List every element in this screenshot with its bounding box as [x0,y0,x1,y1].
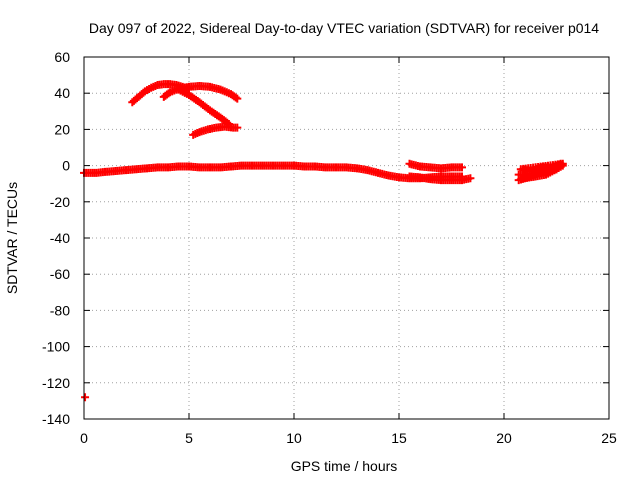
y-tick-label: 60 [54,49,70,65]
x-axis-label: GPS time / hours [291,458,398,474]
x-tick-label: 20 [496,430,512,446]
y-axis-label: SDTVAR / TECUs [4,182,20,294]
chart-title: Day 097 of 2022, Sidereal Day-to-day VTE… [89,20,599,36]
y-tick-label: -120 [42,375,70,391]
y-tick-label: -80 [50,302,70,318]
x-tick-label: 15 [391,430,407,446]
x-tick-label: 0 [80,430,88,446]
data-point [233,123,242,132]
data-point [233,94,242,103]
data-point [231,93,240,102]
data-point [81,393,90,402]
plot-frame [83,56,610,420]
data-point [466,174,475,183]
axis-tick-labels: 0 5 10 15 20 25 -140 -120 -100 -80 -60 -40 -20 0 20 40 6… [42,49,617,446]
data-points [80,80,567,402]
data-point [458,163,466,172]
y-tick-label: -20 [50,194,70,210]
y-tick-label: 0 [62,158,70,174]
x-tick-label: 25 [601,430,617,446]
y-tick-label: 40 [54,85,70,101]
y-tick-label: -100 [42,339,70,355]
y-tick-label: 20 [54,121,70,137]
y-tick-label: -40 [50,230,70,246]
data-point [556,159,565,168]
y-tick-label: -60 [50,266,70,282]
y-tick-label: -140 [42,411,70,427]
x-tick-label: 10 [286,430,302,446]
x-tick-label: 5 [185,430,193,446]
grid [84,57,609,419]
